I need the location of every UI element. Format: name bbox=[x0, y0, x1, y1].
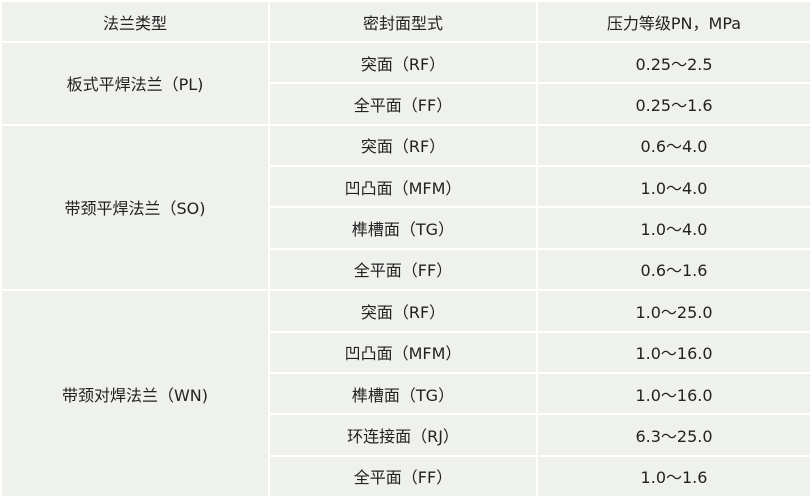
sealing-face-cell: 环连接面（RJ） bbox=[268, 413, 538, 457]
pressure-cell: 1.0～4.0 bbox=[536, 165, 810, 209]
table-row: 榫槽面（TG） 1.0～4.0 bbox=[1, 206, 810, 250]
table-row: 板式平焊法兰（PL) 突面（RF） 0.25～2.5 bbox=[0, 40, 810, 126]
pressure-cell: 0.25～2.5 bbox=[536, 40, 810, 85]
table-row: 榫槽面（TG） 1.0～16.0 bbox=[1, 371, 810, 416]
table-row: 全平面（FF） 1.0～1.6 bbox=[1, 454, 810, 498]
table-row: 凹凸面（MFM） 1.0～4.0 bbox=[1, 165, 810, 209]
sealing-face-cell: 突面（RF） bbox=[268, 123, 538, 168]
sealing-face-cell: 榫槽面（TG） bbox=[268, 206, 538, 250]
header-row: 法兰类型 密封面型式 压力等级PN，MPa bbox=[0, 0, 810, 43]
flange-type-cell: 板式平焊法兰（PL) bbox=[0, 41, 270, 126]
pressure-cell: 1.0～16.0 bbox=[536, 330, 810, 374]
sealing-face-cell: 凹凸面（MFM） bbox=[268, 330, 538, 374]
flange-type-cell: 带颈对焊法兰（WN) bbox=[0, 289, 270, 498]
sealing-face-cell: 全平面（FF） bbox=[268, 247, 538, 292]
table-row: 凹凸面（MFM） 1.0～16.0 bbox=[1, 330, 810, 374]
table-row: 带颈平焊法兰（SO) 突面（RF） 0.6～4.0 bbox=[0, 123, 810, 292]
table-row: 环连接面（RJ） 6.3～25.0 bbox=[1, 413, 810, 457]
pressure-cell: 0.25～1.6 bbox=[536, 82, 810, 126]
pressure-cell: 1.0～1.6 bbox=[536, 454, 810, 498]
pressure-cell: 1.0～4.0 bbox=[536, 206, 810, 250]
sealing-face-cell: 突面（RF） bbox=[268, 40, 538, 85]
sealing-face-cell: 全平面（FF） bbox=[268, 82, 538, 126]
sealing-face-cell: 榫槽面（TG） bbox=[268, 371, 538, 416]
pressure-cell: 6.3～25.0 bbox=[536, 413, 810, 457]
pressure-cell: 0.6～1.6 bbox=[536, 247, 810, 292]
header-pressure: 压力等级PN，MPa bbox=[536, 0, 810, 43]
header-sealing-face: 密封面型式 bbox=[268, 0, 538, 43]
table-row: 带颈对焊法兰（WN) 突面（RF） 1.0～25.0 bbox=[0, 289, 810, 498]
sealing-face-cell: 凹凸面（MFM） bbox=[268, 165, 538, 209]
flange-type-cell: 带颈平焊法兰（SO) bbox=[0, 123, 270, 292]
table-row: 全平面（FF） 0.6～1.6 bbox=[1, 247, 810, 292]
header-flange-type: 法兰类型 bbox=[0, 0, 270, 43]
sealing-face-cell: 突面（RF） bbox=[268, 289, 538, 333]
pressure-cell: 1.0～25.0 bbox=[536, 289, 810, 333]
pressure-cell: 1.0～16.0 bbox=[536, 371, 810, 416]
sealing-face-cell: 全平面（FF） bbox=[268, 454, 538, 498]
pressure-cell: 0.6～4.0 bbox=[536, 123, 810, 168]
